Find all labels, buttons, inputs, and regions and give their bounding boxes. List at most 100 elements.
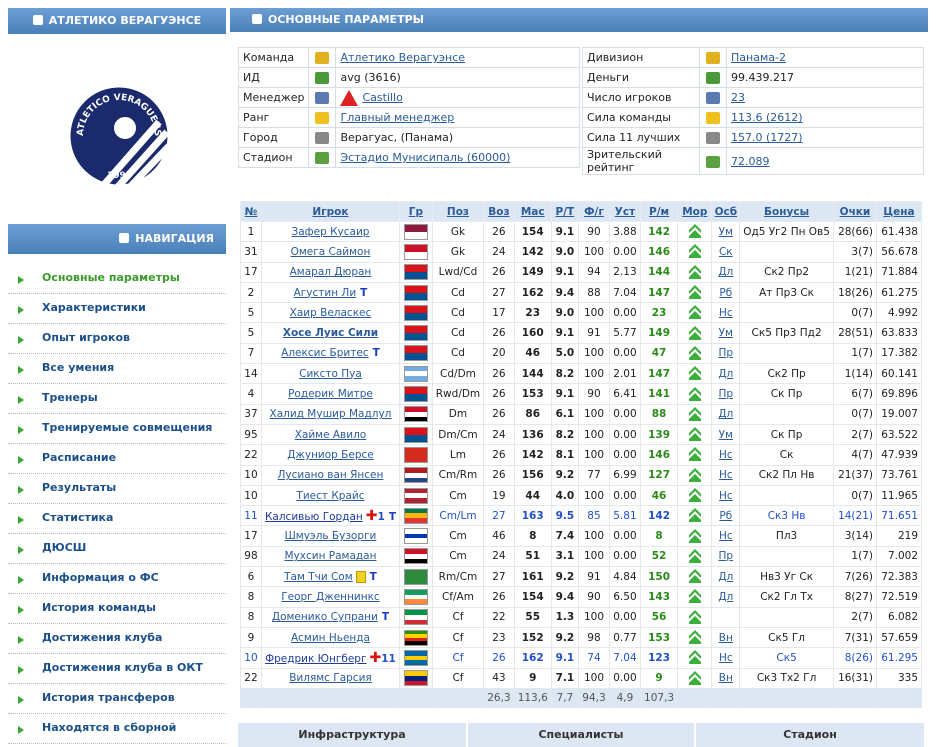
- value-osb[interactable]: Ум: [718, 225, 733, 238]
- footer-tab[interactable]: Специалисты: [468, 723, 694, 747]
- value-bonus: Ск5: [776, 651, 797, 664]
- player-name[interactable]: Фредрик Юнгберг: [265, 652, 367, 665]
- column-header[interactable]: Поз: [431, 201, 485, 222]
- info-value[interactable]: Castillo: [362, 90, 403, 104]
- cell-name: Хайме Авило: [260, 423, 400, 446]
- player-name[interactable]: Агустин Ли: [293, 286, 357, 299]
- cell-price: 63.522: [875, 423, 923, 446]
- column-header[interactable]: Р/Т: [550, 201, 580, 222]
- value-osb[interactable]: Ум: [718, 428, 733, 441]
- nav-item[interactable]: История трансферов: [8, 684, 226, 714]
- value-osb[interactable]: Дл: [718, 266, 734, 279]
- column-header[interactable]: Мор: [677, 201, 713, 222]
- nav-item[interactable]: Находятся в сборной: [8, 714, 226, 744]
- value-osb[interactable]: Нс: [718, 306, 733, 319]
- value-osb[interactable]: Пр: [718, 388, 734, 401]
- player-name[interactable]: Хосе Луис Сили: [282, 327, 379, 340]
- player-name[interactable]: Шмуэль Бузорги: [284, 530, 377, 543]
- column-header[interactable]: №: [240, 201, 262, 222]
- cell-age: 46: [483, 525, 515, 547]
- footer-tab[interactable]: Стадион: [696, 723, 924, 747]
- player-name[interactable]: Омега Саймон: [290, 245, 371, 258]
- value-osb[interactable]: Дл: [718, 367, 734, 380]
- flag: [403, 446, 428, 463]
- nav-item[interactable]: Информация о ФС: [8, 564, 226, 594]
- player-name[interactable]: Тиест Крайс: [296, 489, 365, 502]
- nav-item[interactable]: Основные параметры: [8, 264, 226, 294]
- column-header[interactable]: Мас: [513, 201, 552, 222]
- info-value[interactable]: Главный менеджер: [340, 111, 455, 124]
- player-name[interactable]: Там Тчи Сом: [284, 570, 353, 583]
- flag-stripe: [404, 251, 427, 259]
- column-header[interactable]: Осб: [711, 201, 741, 222]
- column-header[interactable]: Р/м: [639, 201, 679, 222]
- column-header[interactable]: Цена: [875, 201, 923, 222]
- value-osb[interactable]: Нс: [718, 469, 733, 482]
- value-osb[interactable]: Вн: [718, 631, 733, 644]
- column-header[interactable]: Ф/г: [578, 201, 610, 222]
- value-osb[interactable]: Дл: [718, 590, 734, 603]
- player-name[interactable]: Хаир Веласкес: [289, 306, 372, 319]
- player-name[interactable]: Хайме Авило: [294, 428, 367, 441]
- player-name[interactable]: Вилямс Гарсия: [289, 672, 372, 685]
- morale-icon: [688, 285, 701, 300]
- value-osb[interactable]: Ск: [718, 245, 733, 258]
- info-value[interactable]: Панама-2: [731, 51, 786, 64]
- value-osb[interactable]: Нс: [718, 448, 733, 461]
- nav-item[interactable]: Достижения клуба: [8, 624, 226, 654]
- player-name[interactable]: Зафер Кусаир: [291, 225, 370, 238]
- nav-item[interactable]: Статистика: [8, 504, 226, 534]
- column-header[interactable]: Воз: [483, 201, 515, 222]
- player-name[interactable]: Джуниор Берсе: [287, 448, 374, 461]
- info-value[interactable]: 72.089: [731, 154, 770, 168]
- nav-item[interactable]: ДЮСШ: [8, 534, 226, 564]
- info-value[interactable]: 113.6 (2612): [731, 111, 803, 124]
- value-osb[interactable]: Рб: [719, 286, 733, 299]
- value-osb[interactable]: Дл: [718, 570, 734, 583]
- value-age: 43: [492, 672, 506, 685]
- nav-item[interactable]: Опыт игроков: [8, 324, 226, 354]
- column-header[interactable]: Игрок: [260, 201, 400, 222]
- column-header[interactable]: Уст: [608, 201, 641, 222]
- value-osb[interactable]: Нс: [718, 530, 733, 543]
- player-name[interactable]: Амарал Дюран: [289, 266, 372, 279]
- player-name[interactable]: Сиксто Пуа: [299, 367, 362, 380]
- info-value[interactable]: 157.0 (1727): [731, 131, 803, 144]
- footer-tab[interactable]: Инфраструктура: [238, 723, 466, 747]
- nav-item[interactable]: История команды: [8, 594, 226, 624]
- nav-item[interactable]: Характеристики: [8, 294, 226, 324]
- player-name[interactable]: Лусиано ван Янсен: [277, 469, 384, 482]
- value-osb[interactable]: Пр: [718, 550, 734, 563]
- value-osb[interactable]: Пр: [718, 347, 734, 360]
- nav-item[interactable]: Достижения клуба в ОКТ: [8, 654, 226, 684]
- info-value[interactable]: Атлетико Верагуэнсе: [340, 51, 466, 64]
- column-header[interactable]: Бонусы: [739, 201, 834, 222]
- total-rt: 7,7: [556, 691, 574, 704]
- player-name[interactable]: Родерик Митре: [288, 388, 373, 401]
- player-name[interactable]: Алексис Бритес: [281, 347, 369, 360]
- value-osb[interactable]: Дл: [718, 408, 734, 421]
- column-header[interactable]: Гр: [398, 201, 433, 222]
- player-name[interactable]: Доменико Супрани: [271, 611, 378, 624]
- value-osb[interactable]: Рб: [719, 509, 733, 522]
- player-name[interactable]: Халид Мушир Мадлул: [269, 408, 392, 421]
- value-osb[interactable]: Нс: [718, 489, 733, 502]
- player-name[interactable]: Георг Дженнинкс: [281, 590, 380, 603]
- nav-item[interactable]: Тренеры: [8, 384, 226, 414]
- player-name[interactable]: Мухсин Рамадан: [284, 550, 377, 563]
- value-osb[interactable]: Вн: [718, 672, 733, 685]
- column-header[interactable]: Очки: [832, 201, 877, 222]
- nav-item[interactable]: Результаты: [8, 474, 226, 504]
- info-value[interactable]: Эстадио Мунисипаль (60000): [340, 151, 511, 164]
- player-row: 95 Хайме Авило Dm/Cm 24 136 8.2 100 0.00 139 Ум Ск…: [240, 423, 923, 446]
- player-name[interactable]: Асмин Ньенда: [290, 631, 370, 644]
- nav-item[interactable]: Расписание: [8, 444, 226, 474]
- nav-item[interactable]: Тренируемые совмещения: [8, 414, 226, 444]
- cell-rt: 9.2: [550, 464, 580, 486]
- nav-item[interactable]: Все умения: [8, 354, 226, 384]
- player-name[interactable]: Калсивью Гордан: [264, 510, 363, 523]
- info-value[interactable]: 23: [731, 91, 745, 104]
- value-osb[interactable]: Ум: [718, 327, 733, 340]
- value-pos: Cf: [452, 611, 464, 624]
- value-osb[interactable]: Нс: [718, 651, 733, 664]
